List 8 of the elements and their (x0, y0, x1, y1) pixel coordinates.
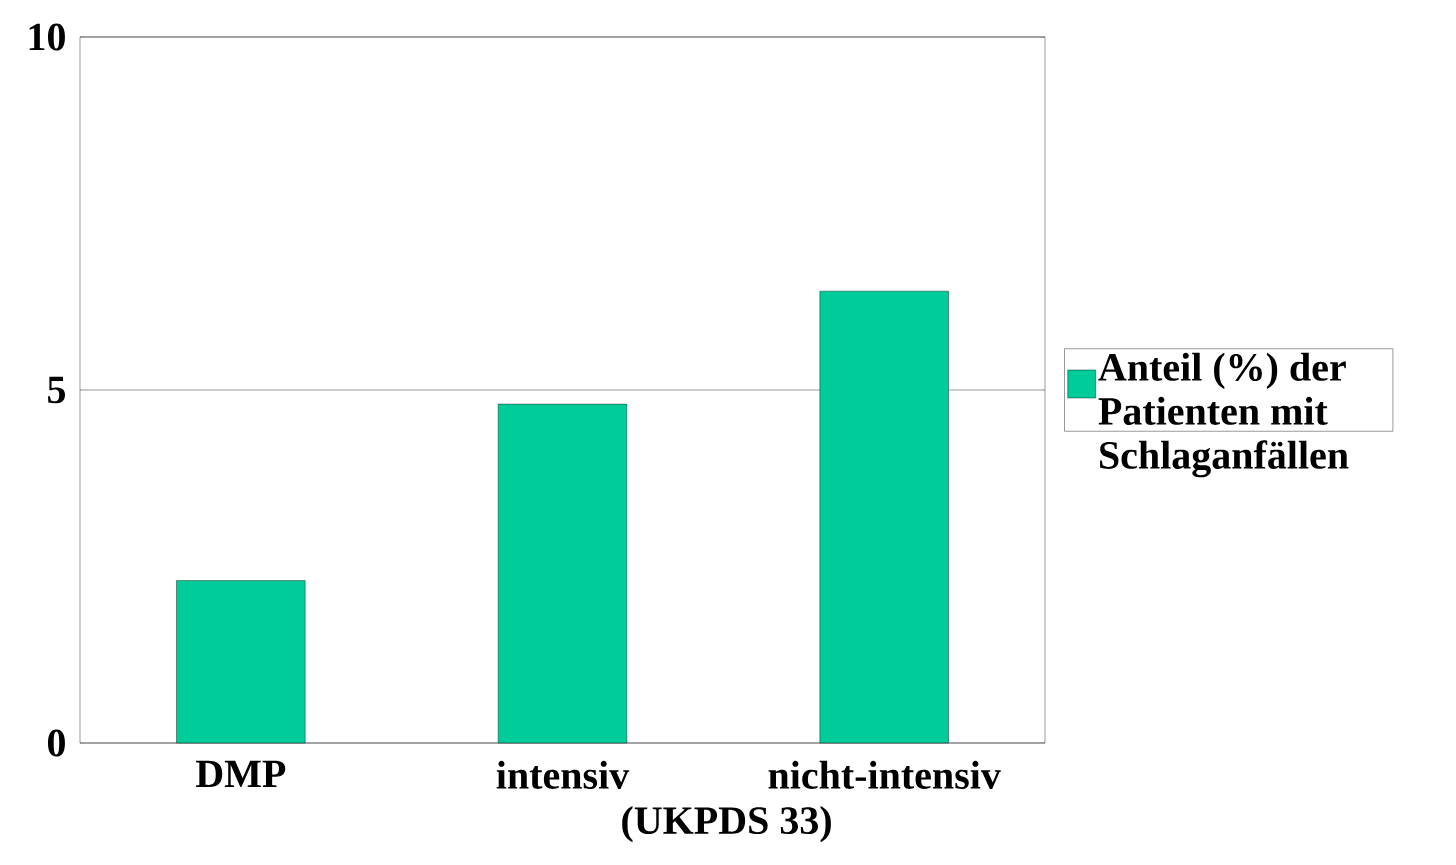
x-tick-label: intensiv (496, 760, 630, 789)
x-tick-label: DMP (196, 760, 286, 788)
x-tick-label: nicht-intensiv (768, 760, 1001, 789)
y-tick-label: 10 (29, 23, 65, 51)
y-tick-label: 0 (47, 729, 65, 757)
y-tick-label: 5 (48, 376, 66, 404)
text: (UKPDS 33) (622, 805, 831, 843)
legend-label: Anteil (%) der Patienten mit Schlaganfällen (1098, 352, 1349, 478)
